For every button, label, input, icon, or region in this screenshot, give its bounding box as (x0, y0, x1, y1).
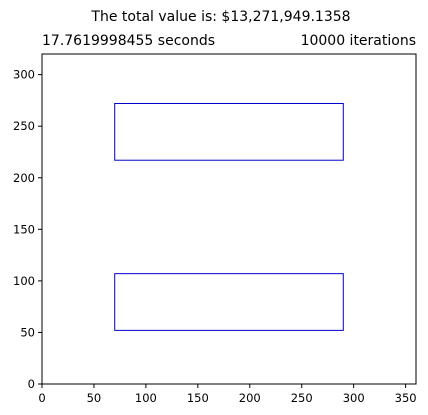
y-axis: 0 50 100 150 200 250 300 (13, 68, 42, 391)
x-tick-label: 50 (87, 391, 102, 405)
y-tick-label: 300 (13, 68, 35, 82)
y-tick-label: 50 (20, 325, 35, 339)
x-tick-label: 0 (38, 391, 45, 405)
y-tick-label: 200 (13, 171, 35, 185)
x-tick-label: 150 (187, 391, 209, 405)
rectangle-2 (114, 273, 344, 331)
y-tick-label: 100 (13, 274, 35, 288)
plot-area (114, 103, 344, 331)
chart-right-title: 10000 iterations (301, 33, 416, 49)
y-tick-label: 0 (28, 377, 35, 391)
x-tick-label: 250 (291, 391, 313, 405)
rectangle-1 (114, 103, 344, 161)
x-axis: 0 50 100 150 200 250 300 350 (38, 384, 417, 405)
x-tick-label: 350 (395, 391, 417, 405)
y-tick-label: 150 (13, 222, 35, 236)
x-tick-label: 300 (343, 391, 365, 405)
x-tick-label: 100 (135, 391, 157, 405)
y-tick-label: 250 (13, 119, 35, 133)
x-tick-label: 200 (239, 391, 261, 405)
chart-title: The total value is: $13,271,949.1358 (90, 9, 350, 25)
chart-left-title: 17.7619998455 seconds (42, 33, 215, 49)
axes-frame (41, 53, 417, 385)
